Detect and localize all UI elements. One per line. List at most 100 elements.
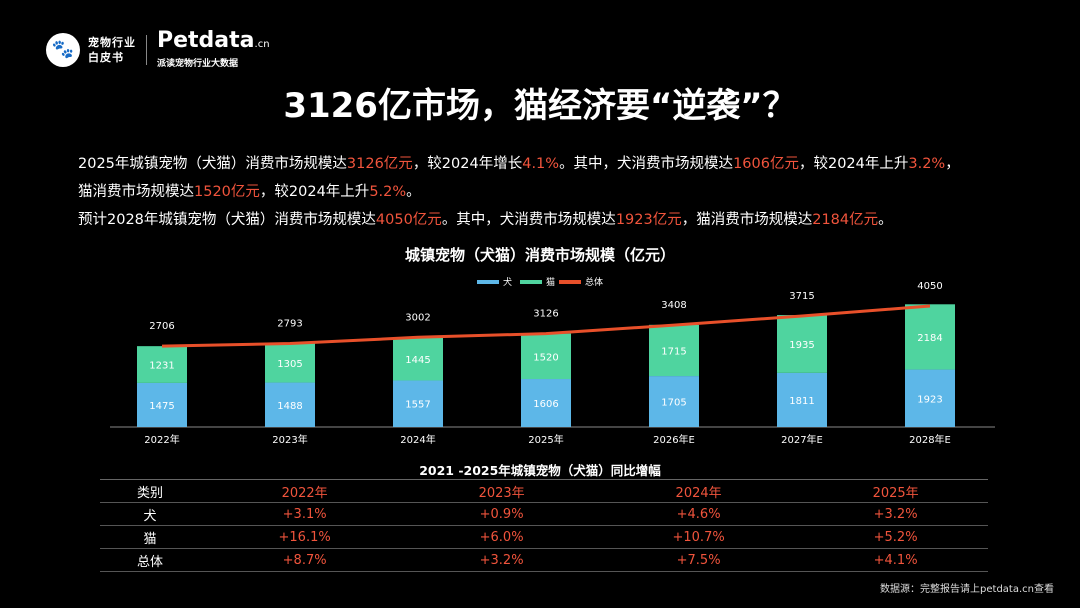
table-row: 总体 +8.7% +3.2% +7.5% +4.1% [100,548,988,572]
data-label-dog: 1923 [917,394,942,405]
summary-text: 2025年城镇宠物（犬猫）消费市场规模达3126亿元，较2024年增长4.1% 。… [78,150,1038,234]
legend-swatch-cat [519,279,542,284]
table-cell: 总体 [100,548,200,572]
table-header-cell: 2024年 [593,479,804,503]
data-label-dog: 1811 [789,396,814,407]
highlight-value: 4.1% [522,156,560,172]
chart-title: 城镇宠物（犬猫）消费市场规模（亿元） [404,246,675,264]
legend-label-total: 总体 [585,278,604,288]
table-row: 猫 +16.1% +6.0% +10.7% +5.2% [100,525,988,549]
bar-cat [137,346,187,383]
data-label-total: 2793 [277,319,302,330]
data-label-total: 3002 [405,312,430,323]
data-label-cat: 1935 [789,340,814,351]
data-label-cat: 1305 [277,359,302,370]
text-segment: ，较2024年上升 [798,156,909,172]
brand-tagline: 派读宠物行业大数据 [157,59,239,69]
text-segment: 2025年城镇宠物（犬猫）消费市场规模达 [78,156,347,172]
legend-label-cat: 猫 [545,278,555,288]
data-label-dog: 1705 [661,398,686,409]
highlight-value: 1606亿元 [733,156,799,172]
text-segment: ，较2024年上升 [259,184,370,200]
table-row: 犬 +3.1% +0.9% +4.6% +3.2% [100,502,988,526]
x-tick-label: 2025年 [528,433,563,446]
x-tick-label: 2022年 [144,433,179,446]
bar-cat [521,333,571,380]
data-label-dog: 1488 [277,401,302,412]
x-tick-label: 2027年E [781,433,823,446]
data-label-dog: 1475 [149,401,174,412]
table-cell: +7.5% [593,548,804,572]
data-label-cat: 1445 [405,355,430,366]
data-label-total: 3715 [789,291,814,302]
text-segment: 。 [406,184,421,200]
table-header-cell: 2022年 [200,479,410,503]
text-segment: ，猫消费市场规模达 [681,212,813,228]
table-header-cell: 类别 [100,479,200,503]
summary-line: 预计2028年城镇宠物（犬猫）消费市场规模达4050亿元。其中，犬消费市场规模达… [78,206,1038,234]
legend-swatch-total [559,279,581,284]
table-header-cell: 2025年 [803,479,988,503]
text-segment: 。其中，犬消费市场规模达 [441,212,616,228]
data-label-cat: 1715 [661,346,686,357]
table-cell: +0.9% [409,502,594,526]
x-tick-label: 2023年 [272,433,307,446]
bar-dog [777,372,827,427]
data-label-dog: 1557 [405,400,430,411]
legend-label-dog: 犬 [502,278,512,288]
highlight-value: 1520亿元 [194,184,260,200]
table-cell: +4.6% [593,502,804,526]
table-cell: +10.7% [593,525,804,549]
text-segment: ，较2024年增长 [412,156,523,172]
highlight-value: 3126亿元 [346,156,413,172]
table-cell: 猫 [100,525,200,549]
data-label-cat: 1231 [149,361,174,372]
logo-line2: 白皮书 [88,50,124,64]
x-tick-label: 2026年E [653,433,695,446]
table-title: 2021 -2025年城镇宠物（犬猫）同比增幅 [419,463,661,478]
summary-line: 2025年城镇宠物（犬猫）消费市场规模达3126亿元，较2024年增长4.1%。… [78,150,1038,178]
highlight-value: 4050亿元 [375,212,442,228]
x-tick-label: 2028年E [909,433,951,446]
total-line [161,304,931,348]
chart-legend: 犬 猫 总体 [0,275,1080,288]
logo: 🐾 宠物行业 白皮书 Petdata.cn 派读宠物行业大数据 [46,30,270,69]
table-cell: +6.0% [409,525,594,549]
x-tick-label: 2024年 [400,433,435,446]
bar-cat [777,315,827,373]
table-cell: 犬 [100,502,200,526]
data-label-total: 3408 [661,300,686,311]
data-label-dog: 1606 [533,399,558,410]
table-cell: +4.1% [803,548,988,572]
bar-dog [521,379,571,427]
bar-dog [137,382,187,427]
bar-dog [393,380,443,427]
table-cell: +5.2% [803,525,988,549]
growth-table: 类别 2022年 2023年 2024年 2025年犬 +3.1% +0.9% +4.6% +3… [100,479,988,572]
legend-swatch-dog [476,279,499,284]
bar-dog [649,376,699,427]
highlight-value: 2184亿元 [812,212,879,228]
logo-divider [146,34,147,65]
brand-name: Petdata [157,28,255,53]
text-segment: ， [945,156,960,172]
data-label-cat: 2184 [917,333,942,344]
bar-cat [393,337,443,381]
summary-line: 猫消费市场规模达1520亿元，较2024年上升5.2%。 [78,178,1038,206]
table-header-row: 类别 2022年 2023年 2024年 2025年 [100,479,988,503]
bar-cat [649,324,699,377]
source-note: 数据源：完整报告请上petdata.cn查看 [880,584,1054,595]
data-label-total: 2706 [149,321,174,332]
table-cell: +3.2% [803,502,988,526]
bar-dog [905,369,955,427]
text-segment: 。 [878,212,893,228]
table-cell: +8.7% [200,548,410,572]
bar-dog [265,382,315,427]
data-label-total: 3126 [533,309,558,320]
logo-line1: 宠物行业 [88,35,136,49]
pet-logo-icon: 🐾 [46,32,80,67]
table-cell: +16.1% [200,525,410,549]
page-title: 3126亿市场，猫经济要“逆袭”？ [283,86,797,126]
bar-cat [265,343,315,383]
